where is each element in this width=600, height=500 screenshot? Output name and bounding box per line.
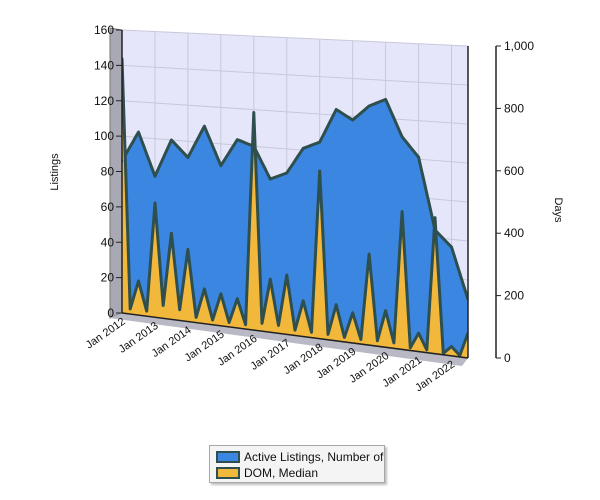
data-point-dom xyxy=(417,331,420,335)
y-right-tick-label: 400 xyxy=(504,226,524,240)
chart-floor xyxy=(110,313,468,366)
data-point-dom xyxy=(367,252,371,256)
data-point-listings xyxy=(351,118,354,122)
x-axis xyxy=(121,312,469,359)
grid-line-h xyxy=(121,100,469,125)
data-point-dom xyxy=(186,248,190,251)
data-point-dom xyxy=(203,287,206,291)
series-listings-fill xyxy=(122,99,468,358)
data-point-dom xyxy=(269,277,272,281)
legend-item-listings: Active Listings, Number of xyxy=(216,449,383,465)
y-right-tick-label: 600 xyxy=(504,164,524,178)
data-point-dom xyxy=(433,216,437,219)
legend-swatch-listings xyxy=(216,451,240,463)
data-point-listings xyxy=(219,164,223,167)
data-point-dom xyxy=(450,345,453,348)
legend-label-dom: DOM, Median xyxy=(244,466,319,480)
data-point-listings xyxy=(137,130,140,134)
y-axis-right-title: Days xyxy=(552,197,564,223)
y-left-tick-label: 60 xyxy=(101,200,115,214)
data-point-dom xyxy=(351,311,354,314)
data-point-listings xyxy=(367,104,371,108)
grid-line-h xyxy=(121,64,469,86)
data-point-listings xyxy=(334,108,338,111)
series-dom-line xyxy=(122,58,468,357)
data-point-dom xyxy=(137,279,140,283)
y-left-tick-label: 120 xyxy=(94,94,114,108)
y-axis-left-title: Listings xyxy=(49,153,61,191)
data-point-dom xyxy=(384,309,387,312)
data-point-listings xyxy=(236,138,239,141)
data-point-listings xyxy=(400,135,404,139)
data-point-listings xyxy=(153,174,157,178)
legend-swatch-dom xyxy=(216,467,240,479)
data-point-dom xyxy=(219,292,223,296)
y-right-tick-label: 800 xyxy=(504,101,524,115)
y-left-tick-label: 80 xyxy=(101,165,115,179)
data-point-listings xyxy=(186,156,190,159)
series-dom-fill xyxy=(122,58,468,358)
data-point-listings xyxy=(417,156,420,159)
data-point-listings xyxy=(450,245,453,249)
plot-area xyxy=(122,57,468,358)
data-point-dom xyxy=(285,273,288,277)
y-left-tick-label: 0 xyxy=(107,306,114,320)
data-point-dom xyxy=(302,299,305,302)
data-point-listings xyxy=(203,125,206,128)
data-point-listings xyxy=(269,177,272,181)
data-point-dom xyxy=(334,303,338,306)
y-left-tick-label: 40 xyxy=(101,235,115,249)
legend-item-dom: DOM, Median xyxy=(216,465,318,481)
y-left-tick-label: 100 xyxy=(94,129,114,143)
data-point-dom xyxy=(252,111,256,114)
data-point-listings xyxy=(302,147,305,150)
data-point-listings xyxy=(252,145,256,148)
y-left-tick-label: 20 xyxy=(101,271,115,285)
data-point-listings xyxy=(318,140,321,144)
y-left-tick-label: 160 xyxy=(94,23,114,37)
y-right-tick-label: 200 xyxy=(504,289,524,303)
y-right-tick-label: 1,000 xyxy=(504,39,534,53)
legend: Active Listings, Number of DOM, Median xyxy=(209,445,385,483)
y-left-tick-label: 140 xyxy=(94,58,114,72)
series-listings-line xyxy=(122,97,468,300)
data-point-dom xyxy=(236,297,239,300)
data-point-dom xyxy=(318,169,321,173)
y-right-tick-label: 0 xyxy=(504,351,511,365)
data-point-listings xyxy=(285,171,288,175)
data-point-dom xyxy=(153,201,157,205)
data-point-listings xyxy=(384,98,387,101)
data-point-listings xyxy=(433,228,437,232)
legend-label-listings: Active Listings, Number of xyxy=(244,450,384,464)
data-point-dom xyxy=(400,210,404,213)
data-point-listings xyxy=(170,138,173,142)
data-point-dom xyxy=(170,232,173,235)
grid-line-h xyxy=(121,29,469,47)
